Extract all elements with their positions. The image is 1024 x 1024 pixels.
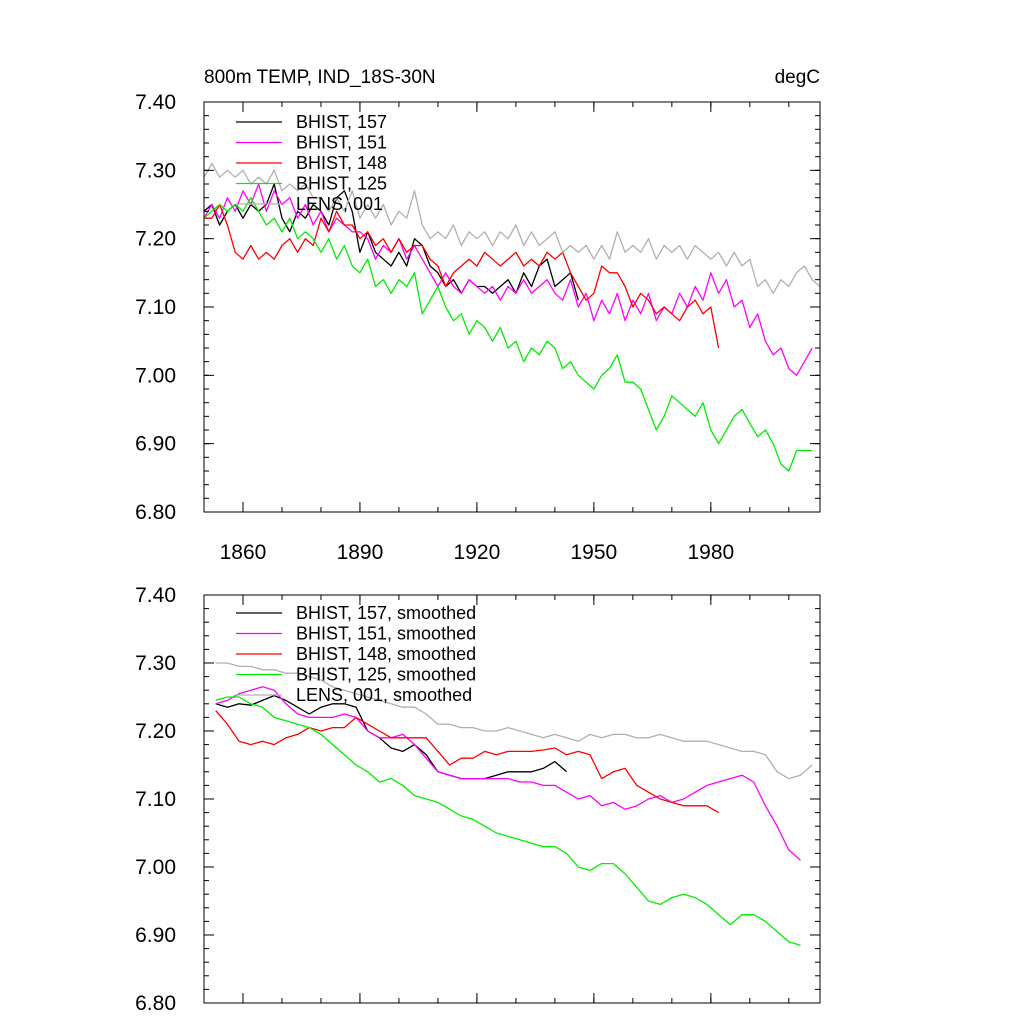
legend-label: BHIST, 151, smoothed	[296, 624, 476, 644]
x-tick-label: 1980	[687, 541, 734, 564]
series-line-5	[215, 662, 813, 780]
y-tick-label: 7.00	[135, 364, 176, 387]
legend-label: BHIST, 151	[296, 133, 387, 153]
legend-label: BHIST, 125, smoothed	[296, 665, 476, 685]
y-tick-label: 6.80	[135, 992, 176, 1015]
legend-label: BHIST, 157, smoothed	[296, 603, 476, 623]
chart-title: 800m TEMP, IND_18S-30N	[204, 67, 436, 88]
series-line-4	[215, 696, 801, 946]
y-tick-label: 6.90	[135, 924, 176, 947]
series-line-3	[204, 203, 720, 349]
series-line-2	[203, 183, 813, 376]
y-tick-label: 7.30	[135, 652, 176, 675]
legend-label: BHIST, 148, smoothed	[296, 644, 476, 664]
legend-label: LENS, 001, smoothed	[296, 685, 472, 705]
bottom-panel: 6.80 6.90 7.00 7.10 7.20 7.30 7.40 BHIST, 157, …	[135, 584, 821, 1015]
y-tick-label: 6.90	[135, 433, 176, 456]
y-tick-label: 7.20	[135, 228, 176, 251]
x-tick-label: 1860	[220, 541, 267, 564]
series-line-5	[203, 162, 821, 294]
y-tick-label: 7.00	[135, 856, 176, 879]
y-tick-label: 7.40	[135, 91, 176, 114]
x-tick-label: 1950	[571, 541, 618, 564]
legend-label: LENS, 001	[296, 194, 383, 214]
y-tick-label: 7.40	[135, 584, 176, 607]
x-tick-label: 1890	[337, 541, 384, 564]
x-tick-label: 1920	[454, 541, 501, 564]
bottom-plot-area: 6.80 6.90 7.00 7.10 7.20 7.30 7.40 BHIST, 157, …	[135, 584, 821, 1015]
series-line-4	[203, 197, 813, 472]
series-line-3	[215, 710, 719, 814]
y-tick-label: 7.20	[135, 720, 176, 743]
legend-label: BHIST, 157	[296, 112, 387, 132]
y-tick-label: 7.30	[135, 159, 176, 182]
legend-label: BHIST, 148	[296, 153, 387, 173]
legend-label: BHIST, 125	[296, 174, 387, 194]
top-plot-area: 6.80 6.90 7.00 7.10 7.20 7.30 7.40 1860 1890 1920…	[135, 91, 821, 564]
top-panel: 800m TEMP, IND_18S-30N degC 6.80 6.90 7.00…	[135, 67, 821, 564]
y-tick-label: 7.10	[135, 296, 176, 319]
series-line-2	[215, 686, 801, 861]
chart-units: degC	[775, 67, 820, 88]
y-tick-label: 6.80	[135, 501, 176, 524]
y-tick-label: 7.10	[135, 788, 176, 811]
